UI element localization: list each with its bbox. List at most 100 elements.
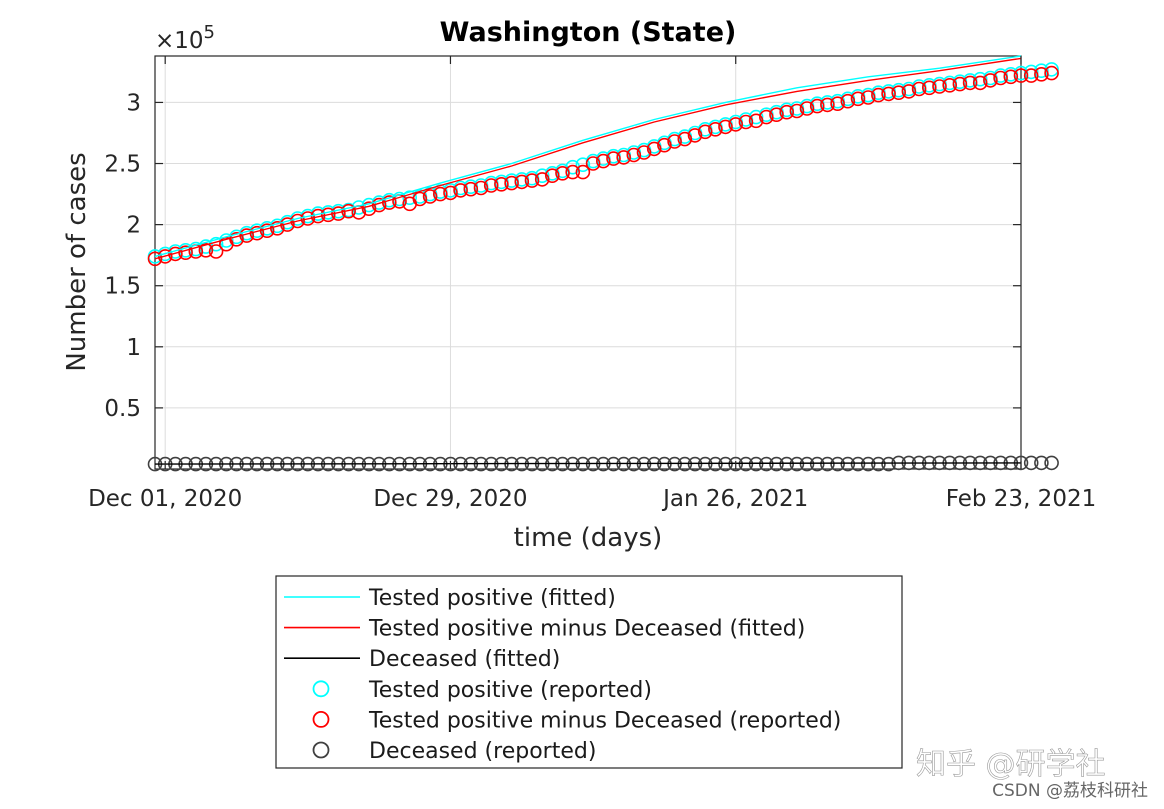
data-point: [687, 128, 703, 143]
data-point: [412, 191, 428, 207]
data-point: [687, 456, 703, 472]
y-tick-label: 1: [126, 335, 141, 361]
data-point: [779, 456, 795, 472]
data-point: [1044, 455, 1059, 471]
data-point: [809, 98, 825, 114]
data-point: [626, 147, 642, 163]
data-point: [728, 117, 744, 132]
data-point: [606, 151, 621, 166]
data-point: [871, 456, 886, 472]
x-tick-label: Dec 29, 2020: [373, 486, 527, 512]
data-point: [422, 189, 438, 204]
data-point: [983, 73, 998, 88]
data-point: [850, 456, 866, 472]
legend-label: Tested positive (fitted): [368, 586, 616, 611]
data-point: [677, 131, 693, 147]
y-tick-label: 3: [126, 90, 141, 116]
data-point: [157, 249, 173, 264]
data-point: [320, 207, 336, 223]
data-point: [667, 134, 682, 149]
data-point: [830, 96, 845, 111]
data-point: [738, 456, 754, 472]
data-point: [290, 213, 305, 229]
data-point: [860, 90, 876, 105]
data-point: [168, 246, 183, 262]
data-point: [147, 251, 163, 267]
data-point: [555, 166, 570, 181]
y-tick-label: 1.5: [104, 274, 141, 300]
data-point: [769, 107, 784, 122]
data-point: [789, 456, 805, 472]
data-point: [565, 164, 581, 180]
legend-label: Deceased (fitted): [369, 647, 560, 672]
legend: Tested positive (fitted) Tested positive …: [275, 575, 903, 769]
x-tick-label: Jan 26, 2021: [661, 486, 808, 512]
legend-label: Tested positive minus Deceased (fitted): [368, 617, 805, 642]
x-axis-label: time (days): [514, 523, 663, 553]
data-point: [697, 456, 713, 472]
data-point: [962, 75, 978, 91]
data-point: [443, 185, 458, 201]
series-line: [154, 57, 1022, 260]
data-point: [881, 456, 896, 472]
data-point: [901, 84, 917, 99]
data-point: [494, 177, 509, 192]
data-point: [595, 153, 611, 169]
data-point: [544, 168, 560, 183]
series-layer: [147, 55, 1059, 472]
data-point: [198, 243, 214, 258]
legend-box: [275, 575, 903, 769]
y-tick-label: 2: [126, 213, 141, 239]
data-point: [932, 79, 947, 94]
data-point: [514, 174, 530, 190]
data-point: [809, 456, 825, 472]
data-point: [708, 122, 723, 137]
data-point: [1013, 68, 1029, 83]
data-point: [972, 75, 988, 91]
data-point: [585, 156, 601, 171]
data-point: [1023, 68, 1039, 83]
data-point: [1023, 455, 1039, 471]
x-tick-label: Dec 01, 2020: [88, 486, 242, 512]
data-point: [1034, 67, 1049, 82]
y-axis-label: Number of cases: [62, 152, 92, 371]
data-point: [911, 81, 927, 97]
y-multiplier: ×10: [155, 28, 204, 54]
data-point: [616, 150, 632, 165]
data-point: [483, 178, 499, 193]
chart-title: Washington (State): [440, 17, 737, 48]
data-point: [524, 173, 540, 188]
legend-marker-swatch: [312, 711, 330, 728]
data-point: [473, 180, 489, 196]
data-point: [361, 201, 377, 216]
y-tick-label: 0.5: [104, 396, 141, 422]
data-point: [850, 91, 866, 107]
data-point: [758, 456, 774, 472]
data-point: [942, 78, 958, 93]
data-point: [820, 97, 835, 113]
data-point: [229, 232, 244, 247]
legend-marker-swatch: [312, 741, 330, 759]
data-point: [820, 456, 835, 472]
data-point: [575, 157, 591, 172]
legend-label: Tested positive (reported): [368, 678, 652, 703]
legend-marker-swatch: [312, 680, 330, 698]
y-tick-label: 2.5: [104, 152, 141, 178]
data-point: [799, 456, 815, 472]
data-point: [1034, 455, 1049, 471]
plot-area-frame: [154, 55, 1022, 470]
data-point: [575, 164, 591, 180]
legend-label: Tested positive minus Deceased (reported…: [368, 708, 841, 733]
data-point: [708, 456, 723, 472]
data-point: [779, 104, 795, 120]
watermark-sub: CSDN @荔枝科研社: [992, 781, 1148, 801]
data-point: [738, 114, 754, 130]
x-tick-label: Feb 23, 2021: [946, 486, 1096, 512]
watermark-main: 知乎 @研学社: [916, 747, 1106, 782]
legend-items: Tested positive (fitted) Tested positive …: [284, 586, 841, 764]
data-point: [1003, 69, 1019, 85]
data-point: [758, 109, 774, 125]
data-point: [789, 103, 805, 119]
data-point: [300, 211, 316, 226]
